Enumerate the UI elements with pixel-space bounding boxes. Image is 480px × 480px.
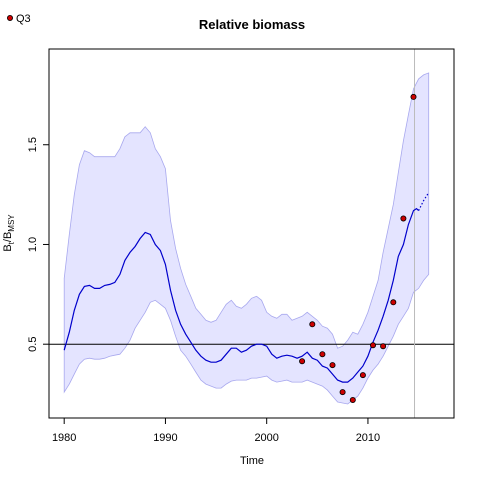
legend: Q3 bbox=[7, 13, 31, 25]
biomass-projection-line bbox=[418, 192, 430, 211]
q3-point bbox=[380, 343, 387, 350]
x-tick-label: 1980 bbox=[52, 432, 76, 444]
q3-point bbox=[390, 299, 397, 306]
q3-point bbox=[319, 351, 326, 358]
y-axis-label-sub2: MSY bbox=[7, 214, 16, 232]
chart-title: Relative biomass bbox=[199, 17, 305, 32]
y-axis: 0.5 1.0 1.5 bbox=[27, 137, 49, 352]
q3-point bbox=[359, 372, 366, 379]
y-tick-label: 1.5 bbox=[27, 137, 39, 152]
y-axis-label-sep: /B bbox=[2, 232, 14, 242]
q3-point bbox=[410, 93, 417, 100]
plot-frame bbox=[48, 48, 455, 419]
y-axis-label-main: B bbox=[2, 244, 14, 251]
x-tick-label: 1990 bbox=[153, 432, 177, 444]
y-tick-label: 1.0 bbox=[27, 237, 39, 252]
q3-point bbox=[329, 362, 336, 369]
q3-point bbox=[369, 342, 376, 349]
uncertainty-band bbox=[63, 72, 430, 405]
biomass-estimate-line bbox=[63, 207, 420, 383]
q3-point bbox=[339, 389, 346, 396]
x-axis-label: Time bbox=[240, 455, 264, 467]
legend-q3-marker bbox=[7, 14, 13, 21]
q3-point bbox=[299, 358, 306, 365]
plot-area bbox=[49, 49, 454, 418]
q3-point bbox=[349, 396, 356, 403]
y-axis-label: Bt/BMSY bbox=[2, 214, 16, 252]
y-tick-label: 0.5 bbox=[27, 337, 39, 352]
x-tick-label: 2010 bbox=[356, 432, 380, 444]
x-axis: 1980 1990 2000 2010 bbox=[52, 418, 380, 444]
legend-q3-label: Q3 bbox=[16, 13, 31, 25]
y-axis-label-sub1: t bbox=[7, 241, 16, 244]
q3-point bbox=[400, 215, 407, 222]
x-tick-label: 2000 bbox=[254, 432, 278, 444]
q3-point bbox=[309, 321, 316, 328]
